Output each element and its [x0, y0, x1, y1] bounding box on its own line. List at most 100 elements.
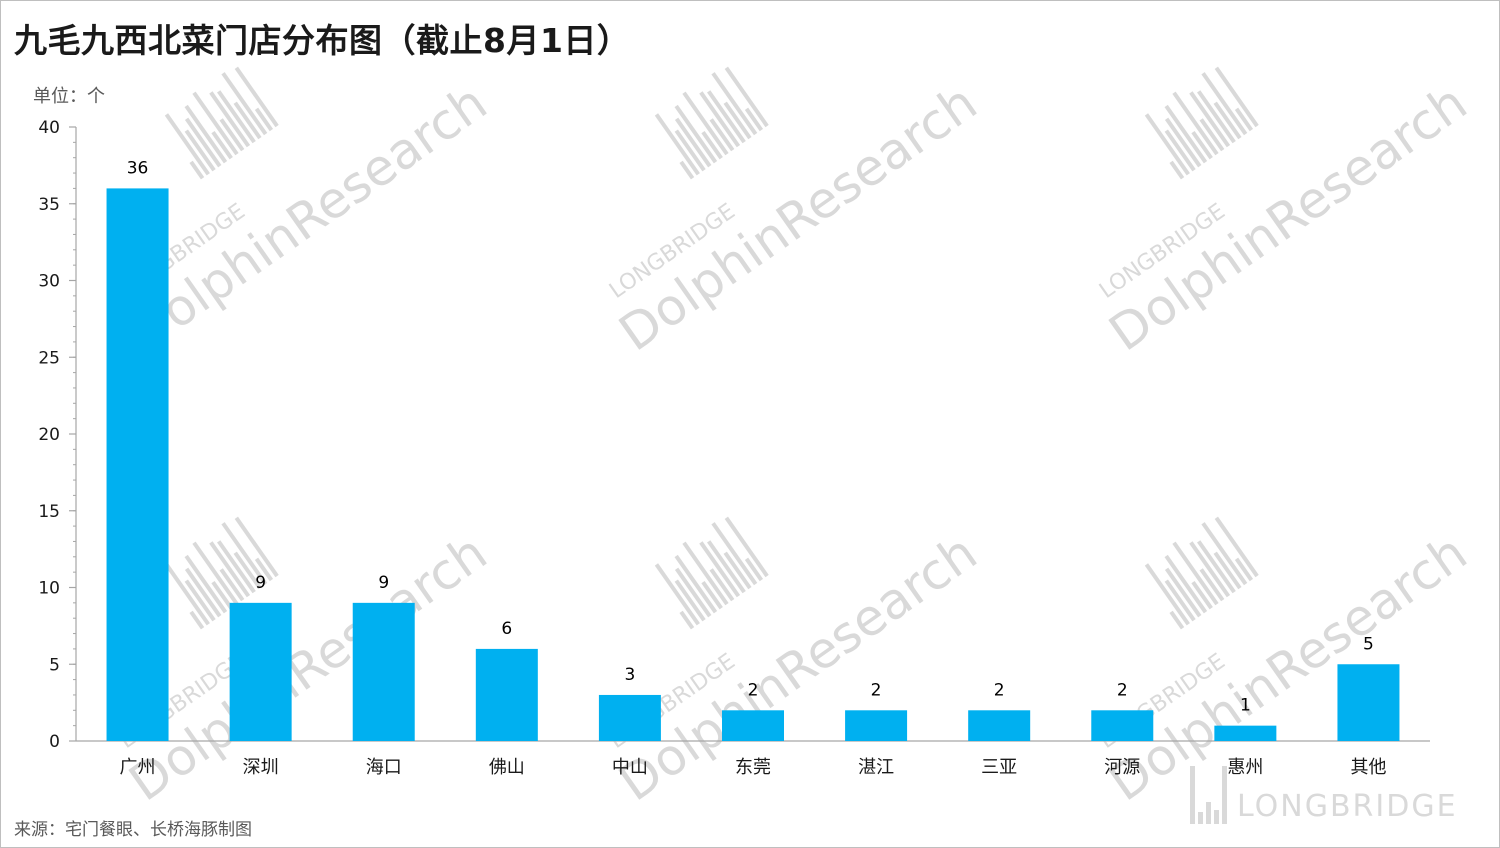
watermark-bar: [682, 91, 729, 156]
watermark-bar: [1172, 541, 1219, 606]
watermark-bar: [211, 130, 233, 160]
watermark-bar: [1197, 90, 1236, 144]
data-label: 2: [994, 680, 1005, 700]
watermark-bar: [679, 610, 695, 630]
watermark-bar: [1199, 118, 1225, 152]
watermark-bar: [707, 540, 746, 594]
watermark-bar: [1144, 113, 1190, 176]
x-tick-label: 其他: [1350, 757, 1386, 778]
watermark-bar: [724, 66, 769, 128]
watermark-bar: [1214, 66, 1259, 128]
watermark-bar: [184, 129, 216, 172]
watermark-bar: [221, 72, 268, 136]
x-tick-label: 河源: [1104, 757, 1140, 778]
watermark-bar: [1191, 580, 1213, 610]
x-tick-label: 中山: [612, 757, 648, 778]
watermark-bar: [709, 568, 735, 602]
x-tick-label: 佛山: [489, 757, 525, 778]
watermark-bar: [682, 541, 729, 606]
data-label: 9: [255, 573, 266, 593]
watermark-bar: [234, 516, 279, 578]
watermark-bar: [1164, 567, 1202, 618]
watermark-bar: [707, 90, 746, 144]
watermark-bar: [674, 117, 712, 168]
bar-8: [968, 710, 1031, 741]
data-label: 1: [1240, 696, 1251, 716]
x-tick-label: 湛江: [858, 757, 894, 778]
watermark-bar: [254, 557, 274, 582]
y-tick-label: 35: [38, 195, 60, 215]
watermark-bar: [1234, 107, 1254, 132]
watermark-brand-large: DolphinResearch: [1099, 73, 1477, 362]
x-tick-label: 深圳: [243, 757, 279, 778]
data-label: 9: [378, 573, 389, 593]
y-tick-label: 5: [49, 655, 60, 675]
watermark-bar: [701, 130, 723, 160]
y-tick-label: 40: [38, 118, 60, 138]
y-tick-label: 10: [38, 579, 60, 599]
watermark-bar: [234, 66, 279, 128]
y-unit-label: 单位：个: [33, 86, 105, 107]
watermark-bar: [701, 580, 723, 610]
x-tick-label: 东莞: [735, 757, 771, 778]
watermark-bar: [217, 540, 256, 594]
data-label: 3: [624, 665, 635, 685]
watermark-bar: [674, 129, 706, 172]
watermark-bar: [654, 563, 700, 626]
bar-7: [845, 710, 908, 741]
source-note: 来源：宅门餐眼、长桥海豚制图: [14, 820, 252, 840]
watermark-bar: [1201, 72, 1248, 136]
watermark-bar: [1164, 554, 1208, 614]
watermark-brand-large: DolphinResearch: [609, 73, 987, 362]
longbridge-logo: LONGBRIDGE: [1190, 766, 1458, 824]
watermark-bar: [192, 541, 239, 606]
watermark-bar: [674, 567, 712, 618]
x-tick-label: 三亚: [981, 757, 1017, 778]
watermark-bar: [654, 113, 700, 176]
watermark-bar: [711, 522, 758, 586]
watermark-bar: [1164, 117, 1202, 168]
watermark-bar: [189, 610, 205, 630]
x-tick-label: 广州: [120, 757, 156, 778]
bar-9: [1091, 710, 1154, 741]
watermark-bar: [164, 563, 210, 626]
watermark-bar: [1213, 551, 1242, 590]
watermark-bar: [221, 522, 268, 586]
y-tick-label: 30: [38, 272, 60, 292]
watermark-bar: [1201, 522, 1248, 586]
watermark-bar: [699, 541, 741, 598]
data-label: 5: [1363, 634, 1374, 654]
watermark-bar: [674, 104, 718, 164]
watermark-bar: [233, 101, 262, 140]
watermark-bar: [723, 101, 752, 140]
watermark-bar: [1234, 557, 1254, 582]
bar-6: [722, 710, 784, 741]
watermark-bar: [219, 118, 245, 152]
watermark-bar: [217, 90, 256, 144]
watermark-bar: [1169, 160, 1185, 180]
watermark-bar: [1189, 541, 1231, 598]
watermark-bar: [699, 91, 741, 148]
chart-title: 九毛九西北菜门店分布图（截止8月1日）: [14, 21, 631, 60]
data-label: 2: [748, 680, 759, 700]
watermark-bar: [233, 551, 262, 590]
watermark-bar: [211, 580, 233, 610]
watermark-bar: [1144, 563, 1190, 626]
watermark-bar: [1164, 579, 1196, 622]
longbridge-logo-text: LONGBRIDGE: [1237, 789, 1458, 824]
watermark-bar: [189, 160, 205, 180]
data-label: 6: [501, 619, 512, 639]
watermark-brand-large: DolphinResearch: [119, 523, 497, 812]
bar-3: [352, 602, 415, 741]
watermark-bar: [1172, 91, 1219, 156]
watermark-bar: [219, 568, 245, 602]
x-tick-label: 海口: [366, 757, 402, 778]
watermark-bar: [192, 91, 239, 156]
y-tick-label: 25: [38, 348, 60, 368]
bar-4: [475, 648, 538, 741]
watermark-bar: [674, 579, 706, 622]
